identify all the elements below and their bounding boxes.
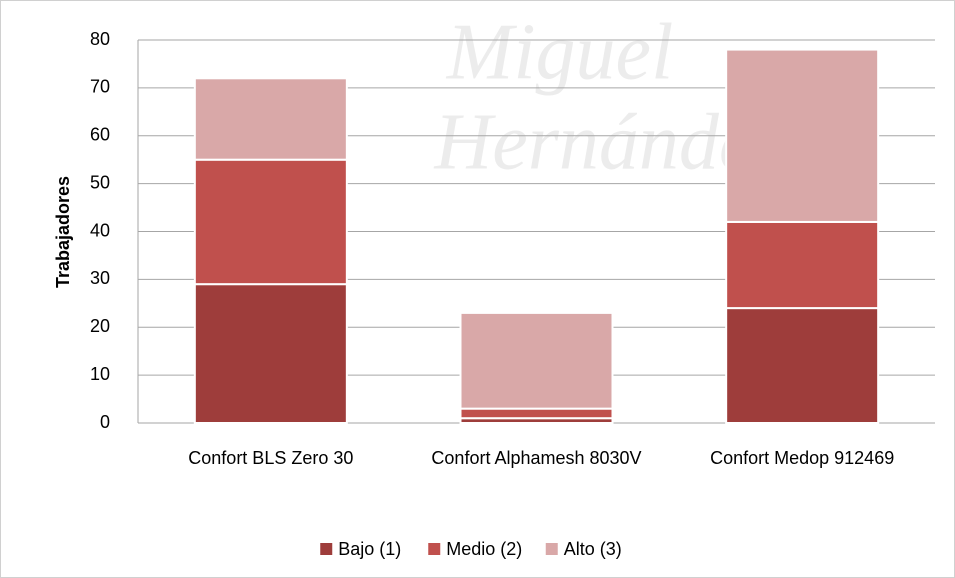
bar-segment <box>459 311 614 410</box>
y-tick-label: 50 <box>90 172 110 192</box>
bar-segment <box>725 48 880 223</box>
legend-swatch <box>428 543 441 555</box>
y-tick-label: 70 <box>90 77 110 97</box>
y-tick-label: 30 <box>90 268 110 288</box>
y-tick-label: 20 <box>90 316 110 336</box>
bar-segment <box>459 407 614 420</box>
y-tick-label: 10 <box>90 364 110 384</box>
x-tick-label: Confort Medop 912469 <box>710 448 895 468</box>
legend-swatch <box>545 543 558 555</box>
bar-segment <box>725 220 880 310</box>
watermark-text: Miguel <box>446 8 674 96</box>
y-tick-label: 80 <box>90 29 110 49</box>
bar-segment <box>193 77 348 161</box>
legend-label: Medio (2) <box>446 539 522 559</box>
x-tick-label: Confort BLS Zero 30 <box>188 448 354 468</box>
y-axis-label: Trabajadores <box>53 176 73 288</box>
y-tick-label: 60 <box>90 125 110 145</box>
bar-segment <box>193 158 348 286</box>
legend-swatch <box>320 543 333 555</box>
bar-segment <box>193 283 348 424</box>
y-tick-label: 40 <box>90 220 110 240</box>
y-tick-label: 0 <box>100 412 110 432</box>
legend-label: Alto (3) <box>564 539 622 559</box>
bar-segment <box>725 307 880 425</box>
x-tick-label: Confort Alphamesh 8030V <box>431 448 642 468</box>
legend-label: Bajo (1) <box>338 539 401 559</box>
